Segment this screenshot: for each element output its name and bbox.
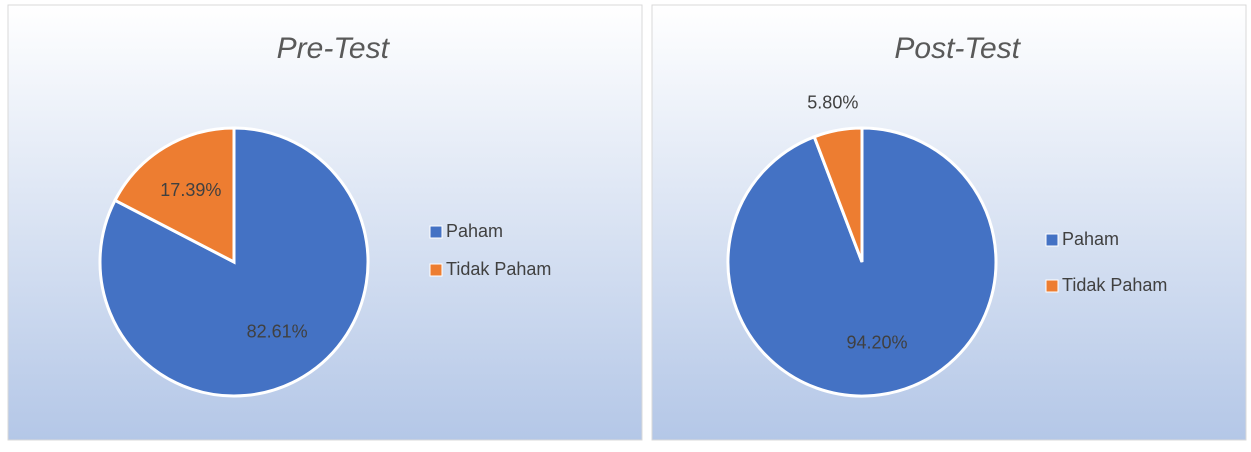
pie-slice [113,126,236,265]
legend-label: Tidak Paham [446,259,551,279]
legend-label: Paham [446,221,503,241]
legend-swatch [429,263,443,277]
chart: Pre-Test 82.61% 17.39% Paham Tidak Paham [7,4,643,441]
legend-swatch [429,225,443,239]
data-label: 94.20% [847,332,908,352]
chart-title: Post-Test [894,32,1021,65]
legend-swatch [1045,279,1059,293]
data-label: 82.61% [247,322,308,342]
chart: Post-Test 94.20% 5.80% Paham Tidak Paham [651,4,1247,441]
legend-label: Paham [1062,229,1119,249]
data-label: 5.80% [807,92,858,112]
data-label: 17.39% [160,180,221,200]
pie-slice [812,126,864,263]
legend-swatch [1045,233,1059,247]
legend-label: Tidak Paham [1062,275,1167,295]
chart-title: Pre-Test [277,32,391,65]
